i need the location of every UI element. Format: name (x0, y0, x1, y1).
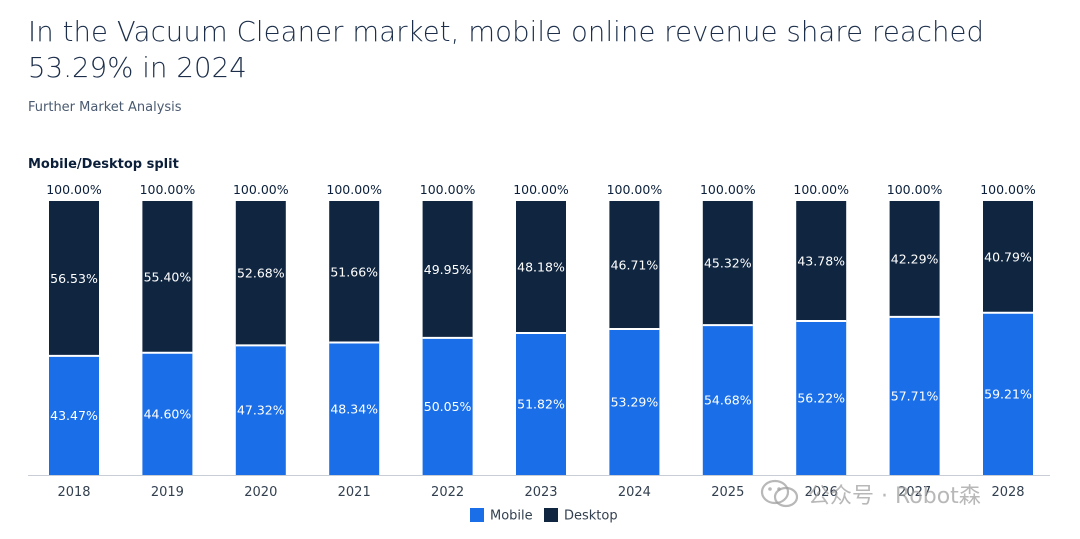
label-mobile-2028: 59.21% (984, 386, 1032, 401)
label-total-2027: 100.00% (887, 182, 943, 197)
label-mobile-2020: 47.32% (237, 403, 285, 418)
bar-mobile-2027 (889, 316, 940, 475)
x-tick-2022: 2022 (431, 485, 464, 500)
x-tick-2019: 2019 (151, 485, 184, 500)
bar-desktop-2021 (329, 201, 380, 343)
label-desktop-2028: 40.79% (984, 249, 1032, 264)
bar-mobile-2023 (516, 333, 566, 475)
label-total-2023: 100.00% (513, 182, 569, 197)
label-desktop-2027: 42.29% (891, 251, 939, 266)
x-tick-2026: 2026 (805, 485, 838, 500)
label-desktop-2019: 55.40% (144, 269, 192, 284)
legend-swatch-desktop (544, 508, 558, 522)
bar-mobile-2019 (142, 352, 193, 475)
label-total-2024: 100.00% (607, 182, 663, 197)
bar-desktop-2028 (983, 201, 1033, 313)
label-total-2028: 100.00% (980, 182, 1036, 197)
bar-mobile-2028 (983, 312, 1033, 475)
x-tick-2028: 2028 (991, 485, 1024, 500)
label-mobile-2021: 48.34% (330, 401, 378, 416)
bar-mobile-2018 (49, 355, 99, 475)
bar-desktop-2018 (49, 201, 99, 356)
bar-mobile-2024 (609, 328, 660, 475)
label-total-2025: 100.00% (700, 182, 756, 197)
label-total-2020: 100.00% (233, 182, 289, 197)
bar-desktop-2022 (422, 201, 473, 338)
label-total-2026: 100.00% (793, 182, 849, 197)
bar-desktop-2019 (142, 201, 193, 353)
label-total-2019: 100.00% (140, 182, 196, 197)
chart-subtitle[interactable]: Further Market Analysis (28, 100, 182, 115)
label-mobile-2027: 57.71% (891, 388, 939, 403)
bar-mobile-2022 (422, 337, 473, 475)
bar-desktop-2023 (516, 201, 566, 334)
watermark: 公众号 · Robot森 (760, 478, 981, 510)
x-tick-2021: 2021 (338, 485, 371, 500)
x-tick-2024: 2024 (618, 485, 651, 500)
x-tick-2018: 2018 (57, 485, 90, 500)
label-mobile-2018: 43.47% (50, 408, 98, 423)
legend-swatch-mobile (470, 508, 484, 522)
x-tick-2027: 2027 (898, 485, 931, 500)
label-desktop-2023: 48.18% (517, 260, 565, 275)
label-desktop-2026: 43.78% (797, 253, 845, 268)
label-mobile-2024: 53.29% (611, 394, 659, 409)
watermark-text: 公众号 · Robot森 (808, 484, 981, 509)
legend-label-desktop: Desktop (564, 509, 618, 524)
bar-mobile-2025 (702, 325, 753, 475)
label-total-2018: 100.00% (46, 182, 102, 197)
label-mobile-2019: 44.60% (144, 406, 192, 421)
chart-title: In the Vacuum Cleaner market, mobile onl… (28, 16, 985, 84)
label-desktop-2020: 52.68% (237, 266, 285, 281)
bar-mobile-2026 (796, 320, 847, 475)
bar-desktop-2027 (889, 201, 940, 317)
x-tick-2020: 2020 (244, 485, 277, 500)
label-desktop-2018: 56.53% (50, 271, 98, 286)
bar-desktop-2024 (609, 201, 660, 329)
bar-desktop-2020 (235, 201, 286, 346)
label-desktop-2025: 45.32% (704, 256, 752, 271)
legend-label-mobile: Mobile (490, 509, 533, 524)
bar-desktop-2026 (796, 201, 847, 321)
bar-mobile-2020 (235, 345, 286, 475)
x-tick-2023: 2023 (524, 485, 557, 500)
label-mobile-2025: 54.68% (704, 393, 752, 408)
x-tick-2025: 2025 (711, 485, 744, 500)
section-label: Mobile/Desktop split (28, 157, 179, 172)
label-mobile-2022: 50.05% (424, 399, 472, 414)
bar-desktop-2025 (702, 201, 753, 326)
label-desktop-2024: 46.71% (611, 257, 659, 272)
label-mobile-2023: 51.82% (517, 397, 565, 412)
label-mobile-2026: 56.22% (797, 390, 845, 405)
label-total-2022: 100.00% (420, 182, 476, 197)
label-total-2021: 100.00% (326, 182, 382, 197)
label-desktop-2022: 49.95% (424, 262, 472, 277)
wechat-icon (760, 479, 799, 508)
bar-mobile-2021 (329, 342, 380, 475)
label-desktop-2021: 51.66% (330, 264, 378, 279)
